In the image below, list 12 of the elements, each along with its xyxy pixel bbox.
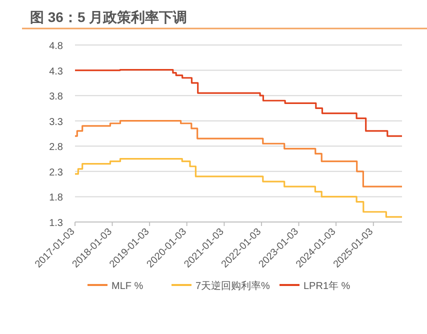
chart-title: 图 36：5 月政策利率下调: [30, 9, 188, 25]
y-tick-label: 2.8: [49, 142, 64, 154]
y-tick-label: 1.8: [49, 192, 64, 204]
legend-label: MLF %: [112, 281, 144, 292]
legend-label: LPR1年 %: [304, 280, 350, 292]
y-tick-label: 3.3: [49, 116, 64, 128]
y-tick-label: 4.8: [49, 41, 64, 52]
legend-label: 7天逆回购利率%: [196, 280, 270, 292]
y-tick-label: 2.3: [49, 167, 64, 178]
y-tick-label: 3.8: [49, 92, 64, 103]
y-tick-label: 1.3: [49, 218, 64, 229]
y-tick-label: 4.3: [49, 66, 64, 78]
